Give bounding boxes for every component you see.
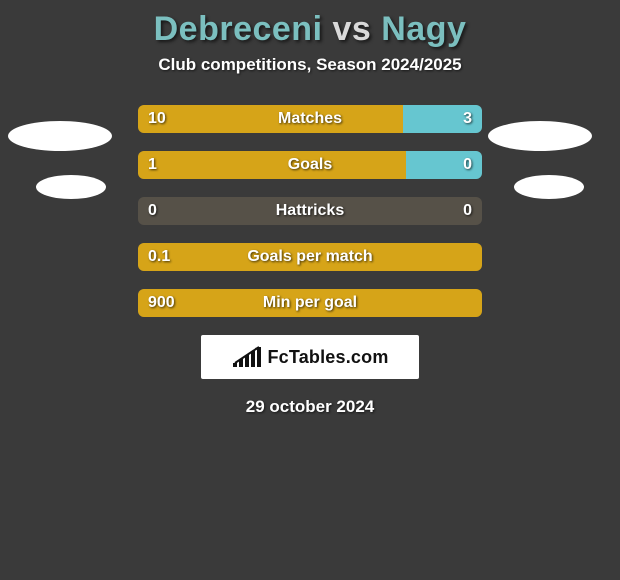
avatar-placeholder-right-1 [488, 121, 592, 151]
avatar-placeholder-right-2 [514, 175, 584, 199]
stat-row: 10Matches3 [138, 105, 482, 133]
stat-label: Hattricks [138, 197, 482, 225]
title-player2: Nagy [381, 10, 466, 48]
fctables-logo: FcTables.com [201, 335, 419, 379]
stat-value-right: 3 [463, 105, 472, 133]
avatar-placeholder-left-2 [36, 175, 106, 199]
page-title: Debreceni vs Nagy [0, 0, 620, 49]
bar-chart-icon [231, 345, 261, 369]
title-player1: Debreceni [154, 10, 323, 48]
footer-date: 29 october 2024 [0, 397, 620, 417]
stat-label: Goals [138, 151, 482, 179]
stat-bars: 10Matches31Goals00Hattricks00.1Goals per… [138, 105, 482, 317]
avatar-placeholder-left-1 [8, 121, 112, 151]
stat-label: Min per goal [138, 289, 482, 317]
stat-value-right: 0 [463, 197, 472, 225]
stat-row: 0.1Goals per match [138, 243, 482, 271]
comparison-stage: 10Matches31Goals00Hattricks00.1Goals per… [0, 105, 620, 317]
stat-value-right: 0 [463, 151, 472, 179]
stat-row: 0Hattricks0 [138, 197, 482, 225]
stat-label: Goals per match [138, 243, 482, 271]
subtitle: Club competitions, Season 2024/2025 [0, 55, 620, 75]
stat-label: Matches [138, 105, 482, 133]
stat-row: 900Min per goal [138, 289, 482, 317]
title-vs: vs [323, 10, 382, 48]
stat-row: 1Goals0 [138, 151, 482, 179]
logo-text: FcTables.com [267, 347, 388, 368]
